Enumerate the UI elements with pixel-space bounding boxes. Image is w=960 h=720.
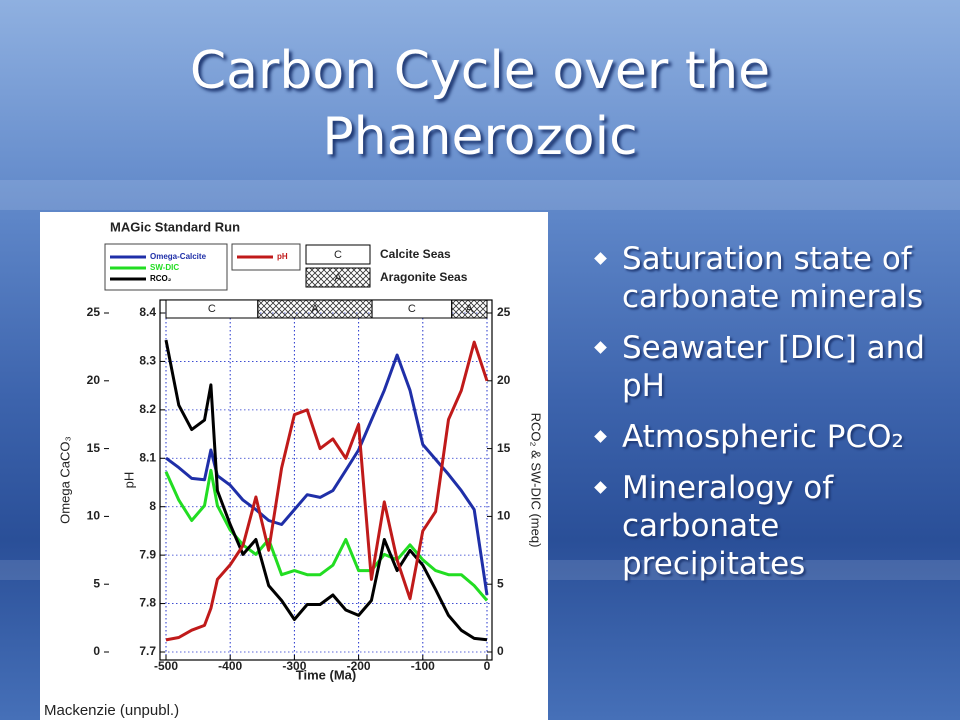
bullet-list: Saturation state of carbonate minerals Se…	[590, 240, 950, 596]
bullet: Atmospheric PCO₂	[590, 418, 950, 456]
legend-sea-swatch	[305, 244, 371, 265]
sea-label: A	[311, 303, 319, 315]
legend-box	[231, 243, 301, 271]
y2-tick-label: 0	[497, 644, 504, 658]
legend-sea-code: A	[334, 272, 342, 284]
y3-axis-label: pH	[121, 472, 136, 489]
y3-tick-label: 8.2	[139, 402, 156, 416]
legend-sea-name: Calcite Seas	[380, 247, 451, 261]
y3-tick-label: 7.7	[139, 644, 156, 658]
legend-label: pH	[277, 252, 288, 261]
series-line	[164, 468, 489, 602]
y-tick-label: 0	[93, 644, 100, 658]
sea-label: C	[408, 303, 416, 315]
sea-label: C	[208, 303, 216, 315]
x-tick-label: -500	[154, 659, 178, 673]
background-streak	[0, 180, 960, 210]
chart-title: MAGic Standard Run	[110, 219, 240, 234]
credit: Mackenzie (unpubl.)	[44, 702, 179, 719]
y-tick-label: 25	[87, 305, 101, 319]
y3-tick-label: 8.3	[139, 354, 156, 368]
x-axis-label: Time (Ma)	[296, 667, 356, 682]
legend-box	[104, 243, 228, 291]
legend-sea-code: C	[334, 249, 342, 261]
x-tick-label: -300	[282, 659, 306, 673]
x-tick-label: 0	[484, 659, 491, 673]
slide-title: Carbon Cycle over the Phanerozoic	[189, 41, 771, 167]
bullet: Mineralogy of carbonate precipitates	[590, 469, 950, 583]
y-tick-label: 10	[87, 509, 101, 523]
legend-label: SW-DIC	[150, 263, 179, 272]
x-tick-label: -200	[347, 659, 371, 673]
x-tick-label: -100	[411, 659, 435, 673]
series-line	[165, 340, 489, 642]
y2-tick-label: 15	[497, 441, 511, 455]
legend-sea-name: Aragonite Seas	[380, 270, 468, 284]
y3-tick-label: 7.8	[139, 596, 156, 610]
legend-sea-swatch	[305, 267, 371, 288]
sea-band	[451, 299, 488, 319]
y-tick-label: 15	[87, 441, 101, 455]
y2-tick-label: 25	[497, 305, 511, 319]
y3-tick-label: 8.1	[139, 450, 156, 464]
y-tick-label: 5	[93, 576, 100, 590]
y-axis-label: Omega CaCO₃	[57, 436, 72, 524]
series-line	[165, 353, 489, 596]
legend-label: RCO₂	[150, 274, 172, 283]
bullet: Seawater [DIC] and pH	[590, 329, 950, 405]
y2-axis-label: RCO₂ & SW-DIC (meq)	[529, 413, 544, 548]
y-tick-label: 20	[87, 373, 101, 387]
x-tick-label: -400	[218, 659, 242, 673]
y3-tick-label: 8	[149, 499, 156, 513]
legend-label: Omega-Calcite	[150, 252, 207, 261]
series-line	[164, 339, 488, 642]
y2-tick-label: 10	[497, 509, 511, 523]
bullet: Saturation state of carbonate minerals	[590, 240, 950, 316]
y2-tick-label: 20	[497, 373, 511, 387]
sea-label: A	[466, 303, 474, 315]
y3-tick-label: 7.9	[139, 547, 156, 561]
y3-tick-label: 8.4	[139, 305, 156, 319]
y2-tick-label: 5	[497, 576, 504, 590]
